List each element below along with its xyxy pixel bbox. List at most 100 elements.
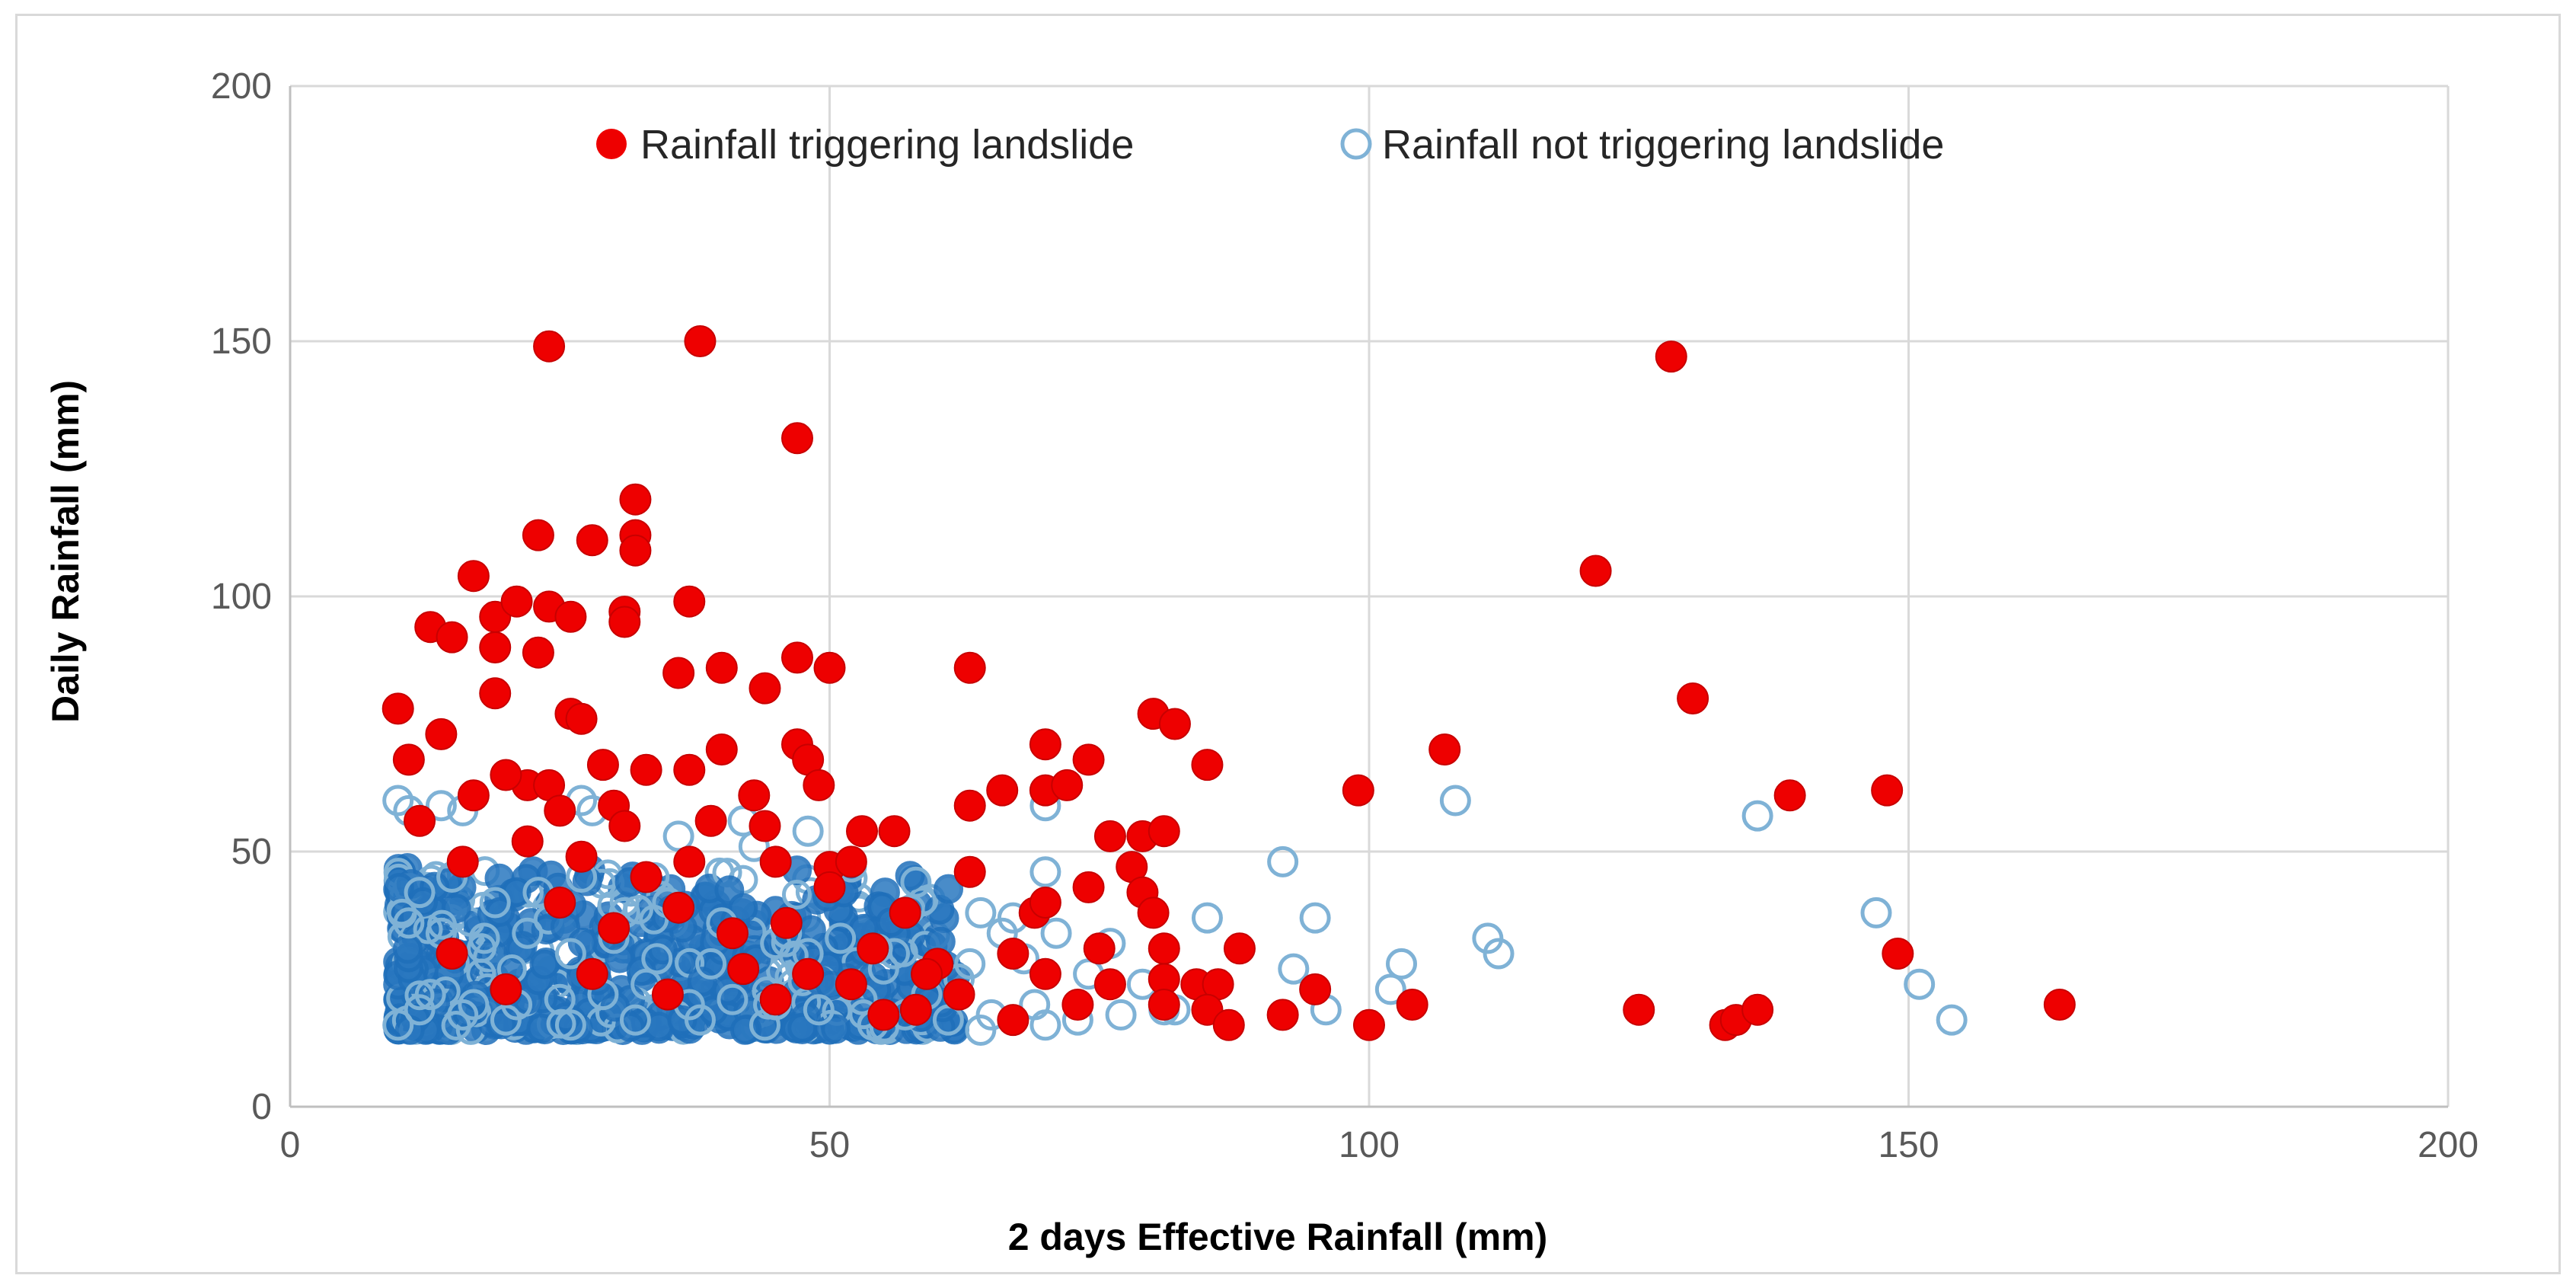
dense-point bbox=[687, 967, 717, 997]
point-not-triggering bbox=[1386, 948, 1418, 980]
point-triggering bbox=[803, 769, 835, 801]
dense-point bbox=[787, 1012, 818, 1043]
point-not-triggering bbox=[1860, 896, 1892, 928]
point-not-triggering bbox=[1374, 973, 1406, 1005]
point-triggering bbox=[619, 483, 652, 516]
chart-frame: 0 50 100 150 200 0 50 100 150 200 2 days Effectiv… bbox=[15, 14, 2561, 1274]
point-triggering bbox=[716, 917, 749, 950]
dense-point bbox=[387, 898, 417, 928]
point-triggering bbox=[792, 957, 825, 990]
point-triggering bbox=[619, 534, 652, 567]
point-triggering bbox=[1148, 815, 1180, 848]
point-not-triggering bbox=[382, 785, 414, 817]
point-not-triggering bbox=[1105, 999, 1137, 1031]
point-triggering bbox=[1428, 733, 1461, 765]
point-triggering bbox=[878, 815, 911, 848]
point-triggering bbox=[1623, 993, 1655, 1026]
point-not-triggering bbox=[1741, 800, 1773, 832]
point-not-triggering bbox=[490, 1004, 522, 1036]
point-triggering bbox=[457, 560, 490, 593]
scatter-chart: 0 50 100 150 200 0 50 100 150 200 2 days Effectiv… bbox=[44, 66, 2479, 1258]
dense-point bbox=[441, 893, 471, 924]
point-triggering bbox=[1061, 989, 1094, 1021]
point-triggering bbox=[943, 978, 975, 1011]
legend-marker-not-triggering bbox=[1340, 128, 1372, 160]
dense-point bbox=[486, 1009, 516, 1040]
point-triggering bbox=[673, 753, 706, 786]
point-triggering bbox=[889, 896, 921, 929]
point-triggering bbox=[1741, 993, 1774, 1026]
y-tick-label: 50 bbox=[231, 832, 272, 872]
point-triggering bbox=[1072, 871, 1105, 903]
point-triggering bbox=[813, 871, 846, 903]
point-triggering bbox=[1212, 1008, 1245, 1041]
dense-point bbox=[781, 880, 812, 910]
point-triggering bbox=[1158, 708, 1191, 740]
point-triggering bbox=[857, 932, 889, 965]
point-triggering bbox=[780, 422, 813, 455]
point-not-triggering bbox=[695, 948, 727, 980]
point-triggering bbox=[554, 600, 587, 633]
point-triggering bbox=[425, 718, 458, 750]
point-triggering bbox=[1093, 820, 1126, 852]
point-triggering bbox=[759, 983, 792, 1016]
point-not-triggering bbox=[382, 1009, 414, 1041]
point-triggering bbox=[738, 779, 771, 812]
x-tick-label: 150 bbox=[1878, 1125, 1939, 1165]
point-not-triggering bbox=[425, 790, 457, 822]
point-triggering bbox=[630, 861, 662, 893]
point-triggering bbox=[533, 330, 566, 363]
point-triggering bbox=[1148, 932, 1180, 965]
point-triggering bbox=[1579, 555, 1612, 587]
dense-point bbox=[728, 893, 758, 923]
point-triggering bbox=[2043, 989, 2076, 1021]
point-triggering bbox=[1342, 774, 1374, 807]
point-triggering bbox=[436, 938, 468, 970]
point-not-triggering bbox=[458, 989, 490, 1021]
point-triggering bbox=[727, 953, 760, 986]
point-not-triggering bbox=[900, 866, 932, 898]
point-triggering bbox=[500, 585, 533, 618]
point-triggering bbox=[576, 957, 608, 990]
point-triggering bbox=[1299, 973, 1332, 1005]
point-not-triggering bbox=[662, 820, 694, 852]
legend-label-triggering: Rainfall triggering landslide bbox=[640, 122, 1134, 168]
point-not-triggering bbox=[1904, 968, 1936, 1000]
point-not-triggering bbox=[749, 1009, 780, 1041]
point-triggering bbox=[1029, 957, 1061, 990]
dense-point bbox=[404, 980, 435, 1011]
point-triggering bbox=[749, 672, 781, 705]
point-triggering bbox=[544, 794, 576, 827]
point-not-triggering bbox=[447, 999, 479, 1031]
point-not-triggering bbox=[1439, 785, 1471, 817]
point-not-triggering bbox=[825, 922, 857, 954]
point-not-triggering bbox=[554, 1009, 586, 1041]
point-not-triggering bbox=[717, 983, 749, 1015]
point-triggering bbox=[608, 810, 641, 842]
point-triggering bbox=[1655, 340, 1687, 373]
y-tick-label: 0 bbox=[251, 1087, 272, 1127]
point-triggering bbox=[1353, 1008, 1385, 1041]
point-triggering bbox=[1072, 743, 1105, 776]
dense-point bbox=[934, 874, 964, 904]
point-triggering bbox=[749, 810, 781, 842]
series-triggering bbox=[381, 325, 2076, 1041]
point-not-triggering bbox=[404, 877, 436, 909]
point-not-triggering bbox=[1029, 856, 1061, 888]
dense-point bbox=[413, 914, 443, 944]
y-tick-label: 150 bbox=[211, 321, 272, 362]
point-triggering bbox=[684, 325, 717, 357]
point-not-triggering bbox=[619, 1004, 651, 1036]
x-axis-title: 2 days Effective Rainfall (mm) bbox=[1008, 1216, 1548, 1258]
point-triggering bbox=[1871, 774, 1904, 807]
point-triggering bbox=[673, 585, 706, 618]
point-triggering bbox=[479, 677, 512, 710]
point-triggering bbox=[522, 636, 554, 669]
point-triggering bbox=[673, 845, 706, 878]
point-not-triggering bbox=[1483, 938, 1515, 970]
point-triggering bbox=[544, 887, 576, 919]
dense-point bbox=[821, 1014, 851, 1044]
point-triggering bbox=[479, 631, 512, 663]
point-not-triggering bbox=[792, 815, 824, 847]
point-triggering bbox=[630, 753, 662, 786]
